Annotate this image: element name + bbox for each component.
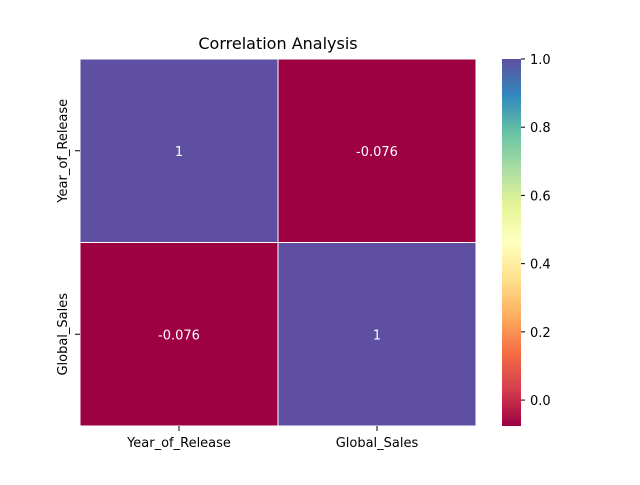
y-axis: Year_of_Release Global_Sales bbox=[56, 99, 80, 376]
colorbar-tick-label: 0.0 bbox=[530, 394, 551, 409]
heatmap-cell-global-sales-year-of-release bbox=[79, 242, 279, 427]
y-tick-label: Global_Sales bbox=[56, 293, 71, 376]
colorbar-axis: 0.0 0.2 0.4 0.6 0.8 1.0 bbox=[521, 53, 551, 409]
x-tick-label: Year_of_Release bbox=[126, 436, 231, 451]
cell-value-label: 1 bbox=[175, 145, 183, 160]
y-tick-label: Year_of_Release bbox=[56, 99, 71, 204]
heatmap-cell-global-sales-global-sales bbox=[277, 242, 477, 427]
heatmap-cell-year-of-release-global-sales bbox=[277, 58, 477, 243]
x-axis: Year_of_Release Global_Sales bbox=[126, 426, 419, 451]
cell-value-label: 1 bbox=[373, 328, 381, 343]
heatmap-cells: 1 -0.076 -0.076 1 bbox=[79, 58, 477, 427]
cell-value-label: -0.076 bbox=[356, 145, 398, 160]
x-tick-label: Global_Sales bbox=[336, 436, 419, 451]
chart-title: Correlation Analysis bbox=[198, 34, 357, 53]
colorbar-tick-label: 0.2 bbox=[530, 326, 551, 341]
heatmap-cell-year-of-release-year-of-release bbox=[79, 58, 279, 243]
cell-value-label: -0.076 bbox=[158, 328, 200, 343]
colorbar-tick-label: 0.6 bbox=[530, 189, 551, 204]
colorbar bbox=[502, 59, 521, 426]
colorbar-tick-label: 1.0 bbox=[530, 53, 551, 68]
colorbar-tick-label: 0.4 bbox=[530, 258, 551, 273]
colorbar-tick-label: 0.8 bbox=[530, 121, 551, 136]
